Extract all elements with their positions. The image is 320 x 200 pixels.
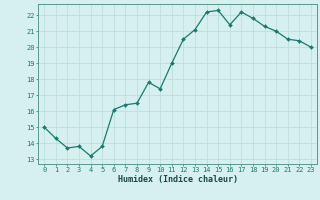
- X-axis label: Humidex (Indice chaleur): Humidex (Indice chaleur): [118, 175, 238, 184]
